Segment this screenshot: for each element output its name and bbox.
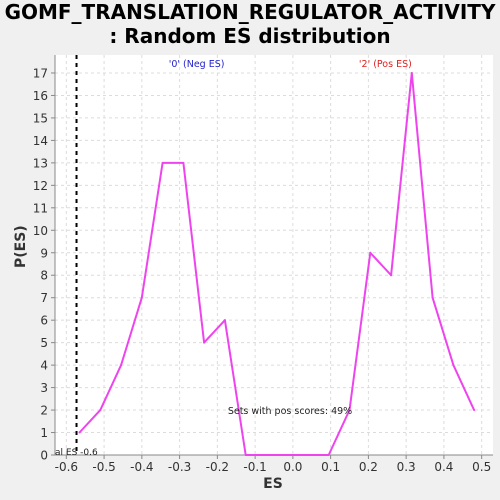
y-tick-label: 2 (40, 404, 48, 418)
x-tick-label: 0.0 (283, 460, 302, 474)
data-point (182, 161, 185, 164)
y-axis-label: P(ES) (13, 225, 29, 268)
plot-area (55, 55, 493, 455)
y-tick-label: 6 (40, 314, 48, 328)
data-point (306, 454, 309, 456)
data-point (223, 319, 226, 322)
data-point (327, 454, 330, 456)
neg-es-label: '0' (Neg ES) (169, 59, 225, 70)
y-tick-label: 16 (33, 89, 48, 103)
data-point (452, 364, 455, 367)
data-point (244, 454, 247, 456)
y-tick-label: 4 (40, 359, 48, 373)
x-tick-label: 0.1 (321, 460, 340, 474)
series-line (78, 72, 476, 456)
data-point (410, 71, 413, 74)
y-tick-label: 14 (33, 134, 48, 148)
y-tick-label: 12 (33, 179, 48, 193)
data-point (120, 364, 123, 367)
data-point (203, 341, 206, 344)
data-point (431, 296, 434, 299)
data-point (99, 409, 102, 412)
x-tick-label: 0.5 (472, 460, 491, 474)
x-tick-label: -0.1 (243, 460, 266, 474)
y-tick-label: 8 (40, 269, 48, 283)
y-tick-label: 3 (40, 381, 48, 395)
data-point (369, 251, 372, 254)
x-tick-label: 0.4 (434, 460, 453, 474)
x-tick-label: -0.3 (168, 460, 191, 474)
y-tick-label: 1 (40, 426, 48, 440)
y-tick-label: 17 (33, 66, 48, 80)
data-point (78, 431, 81, 434)
x-tick-label: -0.2 (206, 460, 229, 474)
x-tick-label: -0.4 (130, 460, 153, 474)
x-tick-label: 0.3 (397, 460, 416, 474)
y-tick-label: 5 (40, 336, 48, 350)
x-tick-label: -0.5 (92, 460, 115, 474)
data-point (265, 454, 268, 456)
y-tick-label: 15 (33, 111, 48, 125)
data-point (286, 454, 289, 456)
x-tick-label: -0.6 (55, 460, 78, 474)
actual-es-label: al ES -0.6 (55, 448, 98, 458)
data-point (161, 161, 164, 164)
y-tick-label: 13 (33, 156, 48, 170)
chart-title: GOMF_TRANSLATION_REGULATOR_ACTIVITY : Ra… (0, 0, 500, 48)
x-tick-label: 0.2 (359, 460, 378, 474)
chart-title-line-2: : Random ES distribution (109, 24, 391, 48)
data-point (140, 296, 143, 299)
y-tick-label: 10 (33, 224, 48, 238)
y-tick-label: 7 (40, 291, 48, 305)
x-axis-label: ES (263, 476, 283, 492)
chart-title-line-1: GOMF_TRANSLATION_REGULATOR_ACTIVITY (4, 0, 496, 24)
data-point (473, 409, 476, 412)
data-point (390, 274, 393, 277)
y-tick-label: 0 (40, 449, 48, 463)
pos-es-label: '2' (Pos ES) (359, 59, 412, 70)
y-tick-label: 9 (40, 246, 48, 260)
data-point (348, 409, 351, 412)
y-tick-label: 11 (33, 201, 48, 215)
pos-scores-annotation: Sets with pos scores: 49% (228, 406, 352, 417)
